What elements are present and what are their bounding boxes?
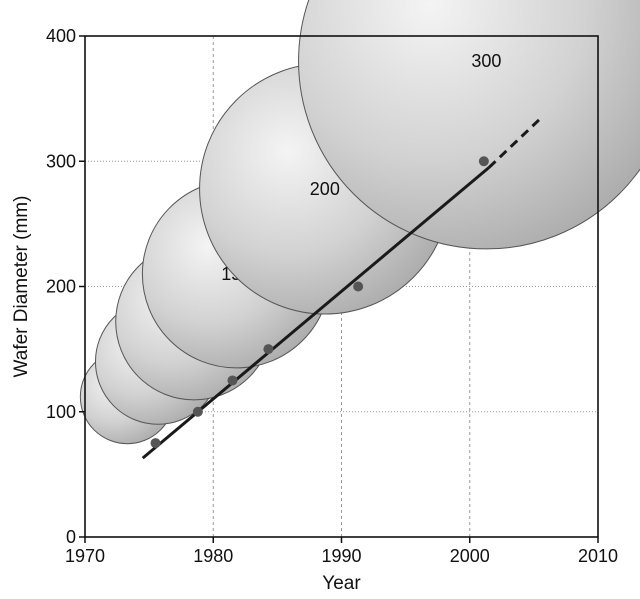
x-tick-label-2000: 2000 bbox=[450, 546, 490, 566]
x-axis-label: Year bbox=[322, 573, 361, 594]
tick-layer: 1970 1980 1990 2000 2010 0 100 200 300 400 bbox=[46, 26, 618, 566]
data-point-layer bbox=[150, 156, 489, 449]
x-tick-label-1970: 1970 bbox=[65, 546, 105, 566]
x-tick-label-1980: 1980 bbox=[193, 546, 233, 566]
y-tick-label-400: 400 bbox=[46, 26, 76, 46]
wafer-bubble-label-200: 200 bbox=[310, 179, 340, 199]
y-tick-label-200: 200 bbox=[46, 277, 76, 297]
data-point-4 bbox=[353, 281, 364, 292]
y-tick-label-0: 0 bbox=[66, 527, 76, 547]
x-tick-label-2010: 2010 bbox=[578, 546, 618, 566]
y-axis-label: Wafer Diameter (mm) bbox=[11, 196, 32, 378]
x-tick-label-1990: 1990 bbox=[321, 546, 361, 566]
wafer-bubble-300 bbox=[298, 0, 640, 250]
data-point-0 bbox=[150, 438, 161, 449]
y-tick-label-100: 100 bbox=[46, 402, 76, 422]
trend-line-dashed bbox=[487, 117, 542, 169]
data-point-2 bbox=[227, 375, 238, 386]
wafer-bubble-label-300: 300 bbox=[471, 51, 501, 71]
data-point-5 bbox=[478, 156, 489, 167]
data-point-3 bbox=[263, 344, 274, 355]
y-tick-label-300: 300 bbox=[46, 151, 76, 171]
bubble-layer: 75100125150200300 bbox=[79, 0, 640, 445]
data-point-1 bbox=[192, 406, 203, 417]
